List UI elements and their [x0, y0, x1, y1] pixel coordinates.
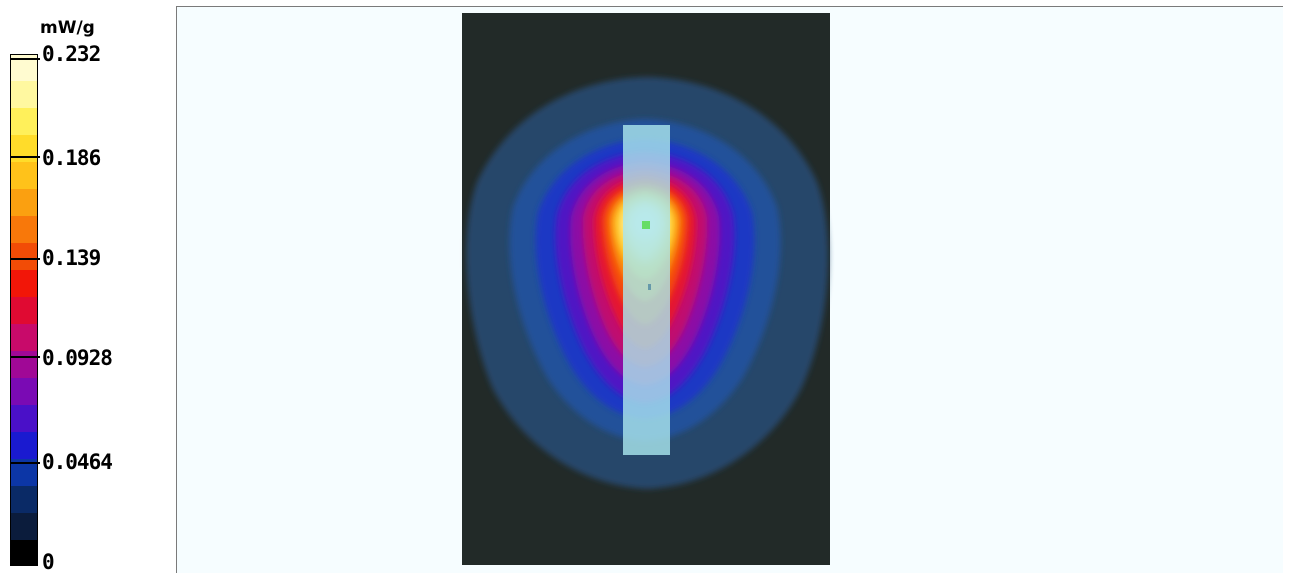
colorbar-segment: [10, 377, 38, 405]
colorbar-segment: [10, 350, 38, 378]
colorbar-tick-label: 0.186: [42, 146, 101, 170]
colorbar-segment: [10, 242, 38, 271]
colorbar-segment: [10, 269, 38, 298]
colorbar-tick-label: 0.0928: [42, 346, 113, 370]
colorbar-segment: [10, 161, 38, 190]
colorbar-segment: [10, 512, 38, 540]
device-outline: [623, 125, 670, 455]
colorbar-tick-label: 0.0464: [42, 450, 113, 474]
colorbar-tick-label: 0.232: [42, 42, 101, 66]
colorbar-segment: [10, 431, 38, 459]
colorbar-tick-line: [10, 356, 40, 358]
colorbar-tick-line: [10, 156, 40, 158]
colorbar-segment: [10, 323, 38, 351]
sar-map-viewport[interactable]: [176, 6, 1283, 573]
colorbar-unit-label: mW/g: [40, 18, 95, 38]
colorbar-tick-label: 0: [42, 550, 55, 574]
colorbar-segment: [10, 188, 38, 217]
colorbar-tick-line: [10, 58, 40, 60]
reference-point-marker: [648, 284, 651, 290]
colorbar-segment: [10, 80, 38, 109]
colorbar-segment: [10, 107, 38, 136]
peak-location-marker: [642, 221, 650, 229]
sar-distribution-map: [462, 13, 830, 565]
colorbar-segment: [10, 485, 38, 513]
colorbar-tick-label: 0.139: [42, 246, 101, 270]
colorbar-segment: [10, 134, 38, 163]
colorbar-segment: [10, 404, 38, 432]
colorbar-segment: [10, 296, 38, 324]
colorbar-segment: [10, 215, 38, 244]
colorbar-segment: [10, 539, 38, 567]
colorbar: [10, 54, 38, 567]
colorbar-tick-line: [10, 462, 40, 464]
colorbar-tick-line: [10, 258, 40, 260]
colorbar-legend: mW/g 0.232 0.186 0.139 0.0928 0.0464 0: [0, 0, 170, 574]
